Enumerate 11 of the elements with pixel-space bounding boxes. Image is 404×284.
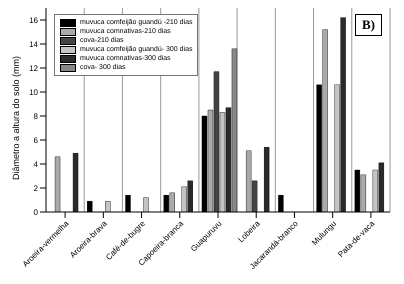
y-tick-label: 10: [29, 88, 39, 97]
y-tick-label: 16: [29, 16, 39, 25]
annotation: B): [355, 14, 382, 36]
y-tick-label: 4: [34, 160, 39, 169]
y-tick-label: 6: [34, 136, 39, 145]
y-tick-label: 2: [34, 184, 39, 193]
y-tick-label: 8: [34, 112, 39, 121]
y-tick-label: 12: [29, 64, 39, 73]
y-axis-title: Diâmetro a altura do solo (mm): [11, 56, 22, 180]
y-tick-label: 0: [34, 208, 39, 217]
y-tick-label: 14: [29, 40, 39, 49]
